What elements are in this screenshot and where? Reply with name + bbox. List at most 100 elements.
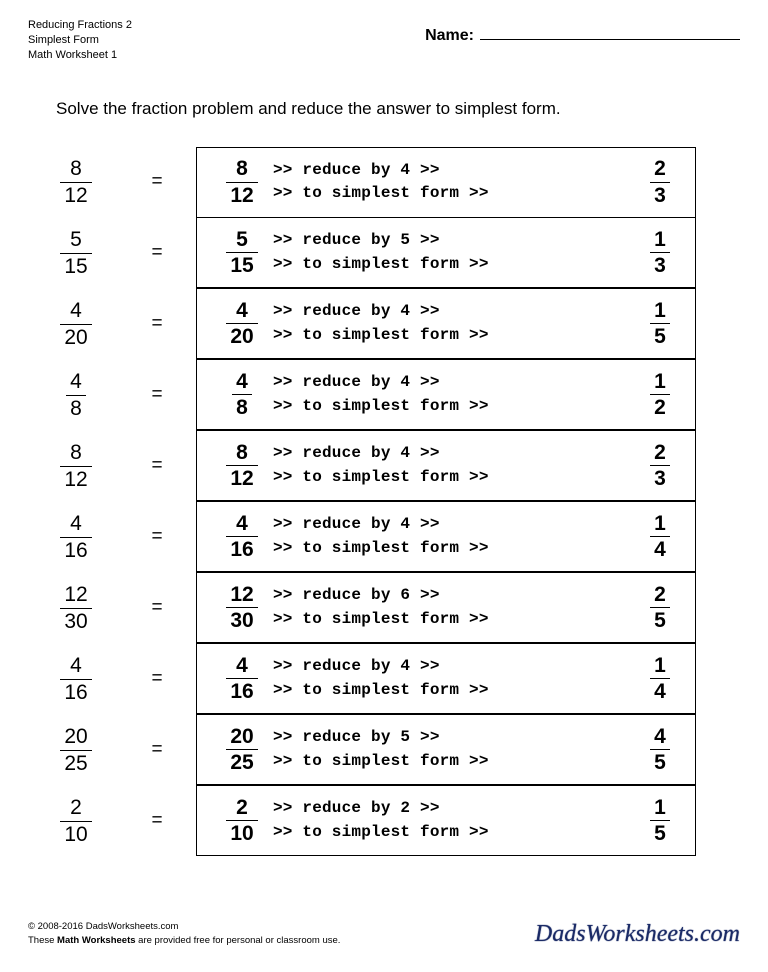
- fraction: 416: [226, 512, 257, 561]
- solution-fraction-original: 2025: [211, 725, 273, 774]
- footer-text: © 2008-2016 DadsWorksheets.com These Mat…: [28, 920, 340, 949]
- fraction: 14: [650, 654, 670, 703]
- fraction: 812: [226, 441, 257, 490]
- fraction: 812: [226, 157, 257, 206]
- solution-fraction-answer: 15: [639, 796, 681, 845]
- problem-fraction: 210: [34, 796, 118, 845]
- solution-fraction-original: 416: [211, 654, 273, 703]
- solution-fraction-original: 48: [211, 370, 273, 419]
- problem-row: 416 = 416 >> reduce by 4 >>>> to simplest f…: [34, 644, 740, 715]
- solution-fraction-answer: 14: [639, 654, 681, 703]
- solution-fraction-original: 515: [211, 228, 273, 277]
- solution-box: 48>> reduce by 4 >>>> to simplest form >…: [196, 359, 696, 430]
- solution-steps: >> reduce by 4 >>>> to simplest form >>: [273, 442, 639, 488]
- solution-fraction-answer: 23: [639, 157, 681, 206]
- fraction: 25: [650, 583, 670, 632]
- header: Reducing Fractions 2 Simplest Form Math …: [28, 18, 740, 63]
- solution-box: 1230>> reduce by 6 >>>> to simplest form…: [196, 572, 696, 643]
- fraction: 15: [650, 299, 670, 348]
- name-label: Name:: [425, 27, 474, 45]
- solution-fraction-answer: 12: [639, 370, 681, 419]
- solution-fraction-answer: 45: [639, 725, 681, 774]
- solution-box: 515 >> reduce by 5 >>>> to simplest form …: [196, 217, 696, 288]
- problem-fraction: 2025: [34, 725, 118, 774]
- solution-steps: >> reduce by 4 >>>> to simplest form >>: [273, 159, 639, 205]
- problem-fraction: 812: [34, 441, 118, 490]
- fraction: 13: [650, 228, 670, 277]
- problem-fraction: 420: [34, 299, 118, 348]
- problem-row: 515=515>> reduce by 5 >>>> to simplest f…: [34, 218, 740, 289]
- fraction: 515: [226, 228, 257, 277]
- solution-fraction-answer: 15: [639, 299, 681, 348]
- problem-row: 210 = 210 >> reduce by 2 >>>> to simplest f…: [34, 786, 740, 857]
- fraction: 12: [650, 370, 670, 419]
- fraction: 1230: [226, 583, 257, 632]
- equals-sign: =: [118, 526, 196, 548]
- problem-row: 812 = 812 >> reduce by 4 >>>> to simplest f…: [34, 147, 740, 218]
- instructions: Solve the fraction problem and reduce th…: [56, 99, 740, 119]
- problem-row: 1230 =1230>> reduce by 6 >>>> to simplest…: [34, 573, 740, 644]
- solution-steps: >> reduce by 4 >>>> to simplest form >>: [273, 513, 639, 559]
- copyright: © 2008-2016 DadsWorksheets.com: [28, 920, 340, 934]
- solution-box: 812 >> reduce by 4 >>>> to simplest form …: [196, 430, 696, 501]
- equals-sign: =: [118, 597, 196, 619]
- solution-box: 416 >> reduce by 4 >>>> to simplest form …: [196, 501, 696, 572]
- equals-sign: =: [118, 455, 196, 477]
- fraction: 812: [60, 157, 91, 206]
- solution-box: 420>> reduce by 4 >>>> to simplest form …: [196, 288, 696, 359]
- equals-sign: =: [118, 384, 196, 406]
- fraction: 14: [650, 512, 670, 561]
- fraction: 416: [226, 654, 257, 703]
- fraction: 1230: [60, 583, 91, 632]
- problem-row: 416=416>> reduce by 4 >>>> to simplest f…: [34, 502, 740, 573]
- fraction: 210: [226, 796, 257, 845]
- solution-box: 416 >> reduce by 4 >>>> to simplest form …: [196, 643, 696, 714]
- solution-fraction-original: 416: [211, 512, 273, 561]
- fraction: 15: [650, 796, 670, 845]
- problem-fraction: 515: [34, 228, 118, 277]
- solution-steps: >> reduce by 5 >>>> to simplest form >>: [273, 229, 639, 275]
- problem-fraction: 416: [34, 512, 118, 561]
- header-line-1: Reducing Fractions 2: [28, 18, 132, 33]
- problem-fraction: 812: [34, 157, 118, 206]
- footer-line-2: These Math Worksheets are provided free …: [28, 934, 340, 948]
- fraction: 515: [60, 228, 91, 277]
- problem-row: 2025 = 2025 >> reduce by 5 >>>> to simplest…: [34, 715, 740, 786]
- equals-sign: =: [118, 739, 196, 761]
- problem-fraction: 416: [34, 654, 118, 703]
- equals-sign: =: [118, 668, 196, 690]
- fraction: 48: [232, 370, 252, 419]
- fraction: 812: [60, 441, 91, 490]
- fraction: 2025: [226, 725, 257, 774]
- equals-sign: =: [118, 171, 196, 193]
- name-blank-line[interactable]: [480, 24, 740, 40]
- header-line-2: Simplest Form: [28, 33, 132, 48]
- site-logo: DadsWorksheets.com: [535, 921, 740, 948]
- solution-fraction-answer: 13: [639, 228, 681, 277]
- solution-box: 210 >> reduce by 2 >>>> to simplest form …: [196, 785, 696, 856]
- equals-sign: =: [118, 313, 196, 335]
- solution-steps: >> reduce by 4 >>>> to simplest form >>: [273, 300, 639, 346]
- solution-box: 812 >> reduce by 4 >>>> to simplest form …: [196, 147, 696, 218]
- solution-fraction-answer: 23: [639, 441, 681, 490]
- solution-fraction-original: 210: [211, 796, 273, 845]
- solution-steps: >> reduce by 5 >>>> to simplest form >>: [273, 726, 639, 772]
- fraction: 210: [60, 796, 91, 845]
- fraction: 48: [66, 370, 86, 419]
- fraction: 420: [60, 299, 91, 348]
- solution-fraction-original: 1230: [211, 583, 273, 632]
- solution-steps: >> reduce by 2 >>>> to simplest form >>: [273, 797, 639, 843]
- header-line-3: Math Worksheet 1: [28, 48, 132, 63]
- problem-row: 48 =48>> reduce by 4 >>>> to simplest for…: [34, 360, 740, 431]
- fraction: 23: [650, 157, 670, 206]
- equals-sign: =: [118, 810, 196, 832]
- problem-row: 420 =420>> reduce by 4 >>>> to simplest f…: [34, 289, 740, 360]
- fraction: 416: [60, 654, 91, 703]
- solution-fraction-original: 812: [211, 157, 273, 206]
- solution-fraction-original: 812: [211, 441, 273, 490]
- problems-list: 812 = 812 >> reduce by 4 >>>> to simplest f…: [34, 147, 740, 857]
- problem-row: 812 = 812 >> reduce by 4 >>>> to simplest f…: [34, 431, 740, 502]
- problem-fraction: 48: [34, 370, 118, 419]
- fraction: 2025: [60, 725, 91, 774]
- solution-steps: >> reduce by 4 >>>> to simplest form >>: [273, 655, 639, 701]
